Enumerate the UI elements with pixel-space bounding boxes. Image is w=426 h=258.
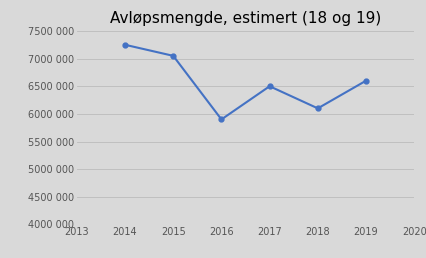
Title: Avløpsmengde, estimert (18 og 19): Avløpsmengde, estimert (18 og 19) (109, 11, 380, 26)
